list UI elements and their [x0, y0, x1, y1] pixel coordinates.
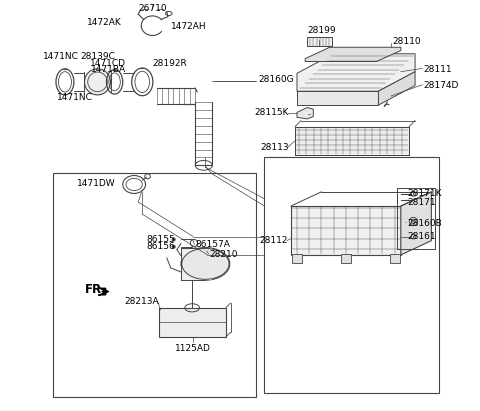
- FancyArrow shape: [99, 287, 106, 296]
- Text: 86156: 86156: [146, 242, 175, 251]
- Circle shape: [172, 245, 175, 248]
- Text: 28192R: 28192R: [153, 59, 187, 68]
- Polygon shape: [401, 192, 432, 255]
- Ellipse shape: [182, 248, 229, 279]
- Text: 1471DW: 1471DW: [77, 179, 116, 188]
- Circle shape: [172, 238, 175, 241]
- Text: 1471BA: 1471BA: [91, 65, 126, 74]
- Text: 28115K: 28115K: [254, 108, 289, 117]
- Polygon shape: [291, 206, 401, 255]
- Text: 1471NC: 1471NC: [43, 52, 79, 61]
- Bar: [307, 37, 332, 46]
- Text: 28161: 28161: [407, 232, 435, 241]
- Text: 86157A: 86157A: [195, 240, 230, 249]
- Polygon shape: [297, 108, 313, 119]
- Text: 1471CD: 1471CD: [90, 59, 126, 68]
- Text: 26710: 26710: [138, 4, 167, 13]
- Bar: [158, 308, 226, 337]
- Text: 1472AH: 1472AH: [171, 23, 206, 31]
- Text: 86155: 86155: [146, 235, 175, 244]
- Bar: [264, 157, 440, 393]
- Polygon shape: [305, 47, 401, 62]
- Text: 1472AK: 1472AK: [87, 18, 122, 28]
- Bar: [295, 127, 409, 155]
- Text: 28171K: 28171K: [407, 189, 442, 199]
- Bar: [397, 188, 435, 249]
- Bar: [390, 254, 399, 263]
- Text: 28112: 28112: [259, 236, 288, 245]
- Text: 28199: 28199: [307, 26, 336, 35]
- Bar: [292, 254, 302, 263]
- Text: 28210: 28210: [209, 250, 238, 259]
- Text: FR.: FR.: [85, 283, 108, 296]
- Text: 28139C: 28139C: [80, 52, 115, 61]
- Text: 28110: 28110: [393, 37, 421, 46]
- Text: 28160G: 28160G: [258, 75, 294, 84]
- Text: 1471NC: 1471NC: [57, 93, 93, 102]
- Bar: [53, 173, 256, 397]
- Ellipse shape: [181, 247, 230, 280]
- Polygon shape: [297, 91, 378, 105]
- Polygon shape: [297, 54, 415, 91]
- Text: 1125AD: 1125AD: [175, 344, 211, 353]
- Text: 28113: 28113: [260, 143, 289, 152]
- Text: 28174D: 28174D: [423, 81, 458, 90]
- Ellipse shape: [84, 69, 110, 95]
- Bar: [181, 247, 212, 280]
- Polygon shape: [378, 72, 415, 105]
- Text: 28111: 28111: [423, 65, 452, 74]
- Text: 28213A: 28213A: [124, 297, 158, 306]
- Bar: [295, 127, 409, 155]
- Text: 28171: 28171: [407, 198, 435, 207]
- Bar: [341, 254, 351, 263]
- Text: 28160B: 28160B: [407, 219, 442, 228]
